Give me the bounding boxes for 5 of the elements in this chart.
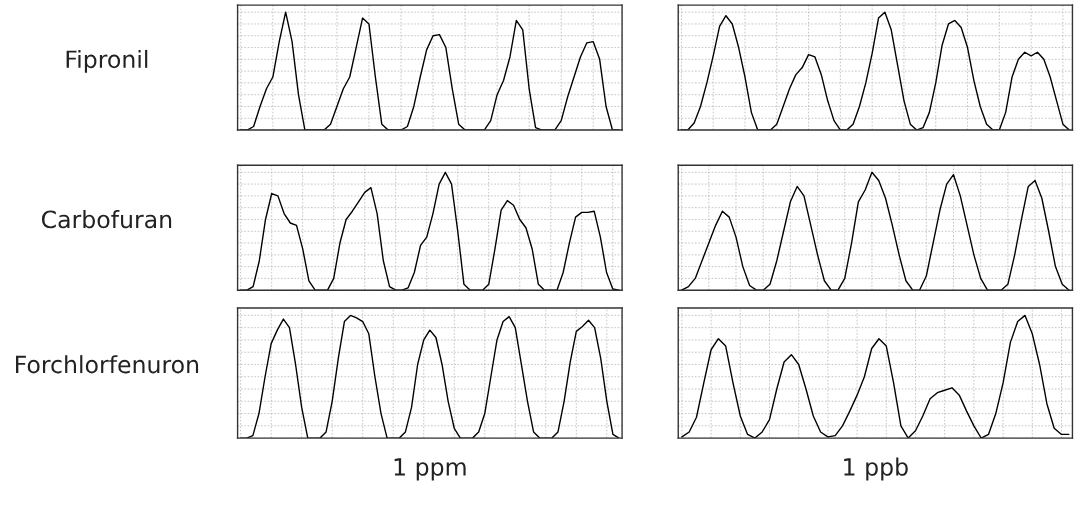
y-axis-title: Fipronil: [66, 49, 148, 73]
y-axis-title: Carbofuran: [41, 210, 172, 229]
x-axis-title: 1 ppm: [394, 458, 466, 481]
y-axis-title: Forchlorfenuron: [16, 355, 199, 374]
x-axis-title: 1 ppb: [844, 457, 908, 481]
